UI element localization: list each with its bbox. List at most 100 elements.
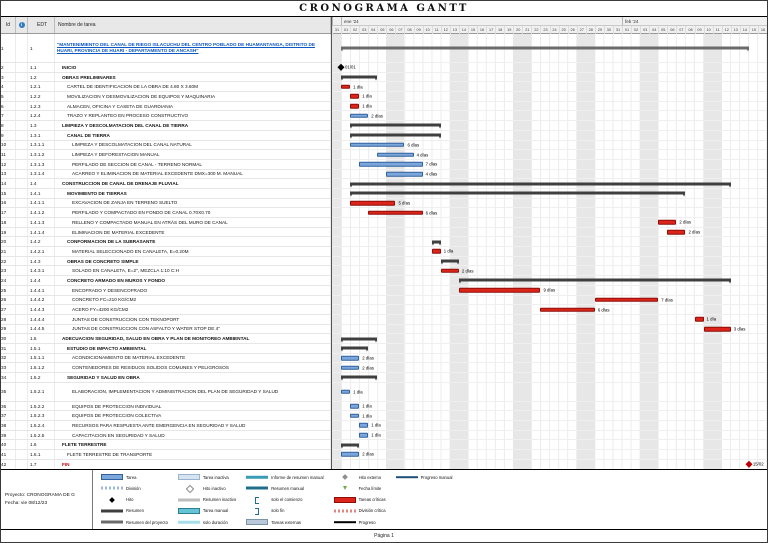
task-bar[interactable] [350,403,360,409]
summary-bar[interactable] [458,278,731,284]
task-name-cell[interactable]: EXCAVACION DE ZANJA EN TERRENO SUELTO [55,198,331,208]
task-name-cell[interactable]: SOLADO EN CANALETA, E=2", MEZCLA 1:10 C:… [55,266,331,276]
task-name-cell[interactable]: INICIO [55,63,331,72]
task-row[interactable]: 22 1.4.3 OBRAS DE CONCRETO SIMPLE [1,256,331,267]
summary-bar[interactable] [341,75,378,81]
summary-bar[interactable] [350,123,441,129]
summary-bar[interactable] [341,346,369,352]
task-name-cell[interactable]: FLETE TERRESTRE DE TRANSPORTE [55,450,331,459]
task-row[interactable]: 3 1.2 OBRAS PRELIMINARES [1,72,331,83]
column-header-info[interactable]: i [16,17,28,33]
task-name-cell[interactable]: CAPACITACION EN SEGURIDAD Y SALUD [55,430,331,440]
task-name-cell[interactable]: CONFORMACION DE LA SUBRASANTE [55,237,331,247]
task-bar[interactable] [386,171,423,177]
task-row[interactable]: 26 1.4.4.2 CONCRETO FC=210 KG/CM2 [1,295,331,306]
task-row[interactable]: 25 1.4.4.1 ENCOFRADO Y DESENCOFRADO [1,285,331,296]
task-name-cell[interactable]: EQUIPOS DE PROTECCION COLECTIVA [55,411,331,421]
critical-task-bar[interactable] [694,316,704,322]
task-name-cell[interactable]: CONCRETO FC=210 KG/CM2 [55,295,331,305]
task-row[interactable]: 9 1.3.1 CANAL DE TIERRA [1,130,331,141]
task-name-cell[interactable]: CANAL DE TIERRA [55,130,331,140]
task-bar[interactable] [350,113,369,119]
column-header-id[interactable]: Id [1,17,16,33]
column-header-name[interactable]: Nombre de tarea [55,17,331,33]
task-name-cell[interactable]: RECURSOS PARA RESPUESTA ANTE EMERGENCIA … [55,421,331,430]
task-row[interactable]: 37 1.5.2.3 EQUIPOS DE PROTECCION COLECTIVA [1,411,331,422]
task-row[interactable]: 35 1.5.2.1 ELABORACION, IMPLEMENTACION Y A… [1,382,331,402]
critical-task-bar[interactable] [350,103,360,109]
summary-bar[interactable] [431,240,441,246]
task-row[interactable]: 6 1.2.3 ALMACEN, OFICINA Y CASETA DE GUARD… [1,101,331,112]
critical-task-bar[interactable] [368,210,423,215]
task-row[interactable]: 31 1.5.1 ESTUDIO DE IMPACTO AMBIENTAL [1,343,331,354]
critical-task-bar[interactable] [667,229,686,235]
task-name-cell[interactable]: MOVILIZACION Y DESMOVILIZACION DE EQUIPO… [55,92,331,101]
task-row[interactable]: 27 1.4.4.3 ACERO FY=4200 KG/CM2 [1,305,331,315]
task-name-cell[interactable]: CARTEL DE IDENTIFICACION DE LA OBRA DE 4… [55,82,331,92]
task-bar[interactable] [341,452,360,457]
task-name-cell[interactable]: JUNTAS DE CONSTRUCCION CON TEKNOPORT [55,314,331,324]
task-name-cell[interactable]: ADECUACION SEGURIDAD, SALUD EN OBRA Y PL… [55,334,331,343]
task-row[interactable]: 18 1.4.1.3 RELLENO Y COMPACTADO MANUAL EN … [1,218,331,228]
critical-task-bar[interactable] [440,268,459,274]
task-name-cell[interactable]: LIMPIEZA Y DEFORESTACION MANUAL [55,150,331,159]
task-row[interactable]: 7 1.2.4 TRAZO Y REPLANTEO EN PROCESO CONST… [1,111,331,122]
critical-task-bar[interactable] [458,287,541,293]
task-bar[interactable] [341,389,351,394]
task-name-cell[interactable]: RELLENO Y COMPACTADO MANUAL EN ATRÁS DEL… [55,218,331,227]
task-name-cell[interactable]: CONSTRUCCION DE CANAL DE DRENAJE PLUVIAL [55,179,331,188]
task-name-cell[interactable]: FLETE TERRESTRE [55,440,331,450]
task-row[interactable]: 39 1.5.2.5 CAPACITACION EN SEGURIDAD Y SAL… [1,430,331,441]
task-row[interactable]: 1 1 "MANTENIMIENTO DEL CANAL DE RIEGO ISLA… [1,34,331,63]
task-name-cell[interactable]: ALMACEN, OFICINA Y CASETA DE GUARDIANIA [55,101,331,111]
milestone-diamond[interactable] [745,460,753,468]
task-name-cell[interactable]: JUNTAS DE CONSTRUCCION CON ASFALTO Y WAT… [55,324,331,334]
task-row[interactable]: 42 1.7 FIN [1,459,331,469]
task-row[interactable]: 32 1.5.1.1 ACONDICIONAMIENTO DE MATERIAL E… [1,353,331,364]
task-name-cell[interactable]: ELIMINACION DE MATERIAL EXCEDENTE [55,227,331,237]
task-name-cell[interactable]: MATERIAL SELECCIONADO EN CANALETA, E=0.2… [55,247,331,256]
task-name-cell[interactable]: ACERO FY=4200 KG/CM2 [55,305,331,314]
task-row[interactable]: 34 1.5.2 SEGURIDAD Y SALUD EN OBRA [1,373,331,383]
task-name-cell[interactable]: ELABORACION, IMPLEMENTACION Y ADMINISTRA… [55,382,331,401]
task-bar[interactable] [350,142,405,148]
critical-task-bar[interactable] [341,84,351,90]
critical-task-bar[interactable] [658,220,677,225]
task-row[interactable]: 23 1.4.3.1 SOLADO EN CANALETA, E=2", MEZCL… [1,266,331,277]
task-name-cell[interactable]: ESTUDIO DE IMPACTO AMBIENTAL [55,343,331,353]
task-name-cell[interactable]: FIN [55,459,331,469]
task-row[interactable]: 15 1.4.1 MOVIMIENTO DE TIERRAS [1,188,331,199]
critical-task-bar[interactable] [431,249,441,254]
task-name-cell[interactable]: "MANTENIMIENTO DEL CANAL DE RIEGO ISLACU… [55,34,331,62]
critical-task-bar[interactable] [350,94,360,99]
task-name-cell[interactable]: SEGURIDAD Y SALUD EN OBRA [55,373,331,382]
task-row[interactable]: 12 1.3.1.3 PERFILADO DE SECCION DE CANAL -… [1,159,331,170]
task-name-cell[interactable]: LIMPIEZA Y DESCOLMATACION DEL CANAL NATU… [55,140,331,150]
task-row[interactable]: 33 1.5.1.2 CONTENEDORES DE RESIDUOS SOLIDO… [1,363,331,373]
task-row[interactable]: 21 1.4.2.1 MATERIAL SELECCIONADO EN CANALE… [1,247,331,257]
task-name-cell[interactable]: CONTENEDORES DE RESIDUOS SOLIDOS COMUNES… [55,363,331,372]
summary-bar[interactable] [350,182,731,188]
task-row[interactable]: 13 1.3.1.4 ACARREO Y ELIMINACION DE MATERI… [1,169,331,180]
task-name-cell[interactable]: CONCRETO ARMADO EN MUROS Y FONDO [55,276,331,285]
summary-bar[interactable] [350,133,441,139]
task-row[interactable]: 20 1.4.2 CONFORMACION DE LA SUBRASANTE [1,237,331,248]
task-row[interactable]: 41 1.6.1 FLETE TERRESTRE DE TRANSPORTE [1,450,331,460]
task-name-cell[interactable]: LIMPIEZA Y DESCOLMATACION DEL CANAL DE T… [55,121,331,130]
summary-bar[interactable] [440,259,459,265]
task-name-cell[interactable]: MOVIMIENTO DE TIERRAS [55,188,331,198]
task-row[interactable]: 24 1.4.4 CONCRETO ARMADO EN MUROS Y FONDO [1,276,331,286]
summary-bar[interactable] [350,191,686,197]
task-name-cell[interactable]: PERFILADO Y COMPACTADO EN FONDO DE CANAL… [55,208,331,217]
task-bar[interactable] [359,423,369,428]
task-name-cell[interactable]: ACARREO Y ELIMINACION DE MATERIAL EXCEDE… [55,169,331,179]
summary-bar[interactable] [341,375,378,381]
task-bar[interactable] [341,365,360,370]
task-name-cell[interactable]: OBRAS PRELIMINARES [55,72,331,82]
task-bar[interactable] [341,355,360,361]
project-summary-bar[interactable] [341,46,749,52]
task-row[interactable]: 5 1.2.2 MOVILIZACION Y DESMOVILIZACION DE … [1,92,331,102]
task-name-cell[interactable]: EQUIPOS DE PROTECCION INDIVIDUAL [55,401,331,411]
task-row[interactable]: 14 1.4 CONSTRUCCION DE CANAL DE DRENAJE PL… [1,179,331,189]
task-row[interactable]: 2 1.1 INICIO [1,63,331,73]
